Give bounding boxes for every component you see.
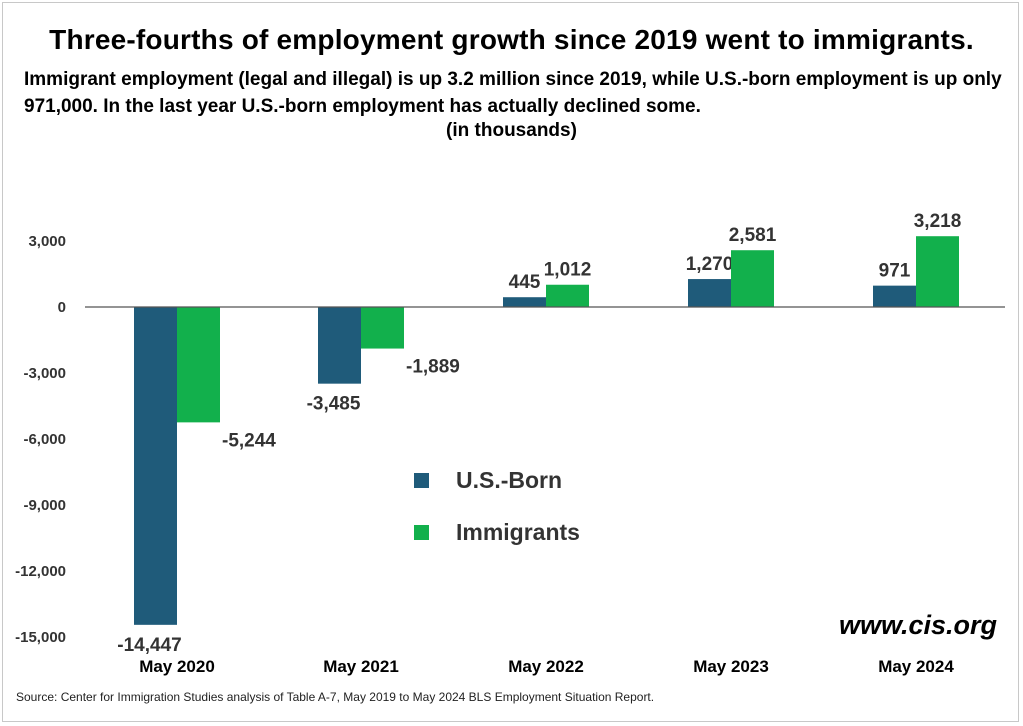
chart-title: Three-fourths of employment growth since… xyxy=(49,24,974,55)
bar-us-born xyxy=(873,285,916,307)
category-label: May 2020 xyxy=(139,657,215,676)
y-tick-label: -3,000 xyxy=(23,365,66,382)
y-tick-label: 0 xyxy=(58,299,66,316)
bar-us-born xyxy=(134,307,177,625)
legend-swatch-immigrants xyxy=(414,525,429,540)
source-note: Source: Center for Immigration Studies a… xyxy=(16,690,655,704)
category-label: May 2022 xyxy=(508,657,584,676)
watermark: www.cis.org xyxy=(838,610,997,640)
y-tick-label: -15,000 xyxy=(15,629,66,646)
data-label: -5,244 xyxy=(222,430,276,451)
bar-immigrants xyxy=(916,236,959,307)
data-label: -3,485 xyxy=(307,394,361,415)
chart-subtitle: Immigrant employment (legal and illegal)… xyxy=(24,69,1002,117)
bar-us-born xyxy=(688,279,731,307)
data-label: 445 xyxy=(509,272,541,293)
legend-label: Immigrants xyxy=(456,519,580,545)
y-tick-label: -6,000 xyxy=(23,431,66,448)
units-note: (in thousands) xyxy=(446,120,577,141)
data-label: 2,581 xyxy=(729,225,777,246)
bar-us-born xyxy=(503,297,546,307)
category-label: May 2021 xyxy=(323,657,399,676)
bar-us-born xyxy=(318,307,361,384)
data-label: 3,218 xyxy=(914,211,962,232)
y-tick-label: -12,000 xyxy=(15,563,66,580)
bar-immigrants xyxy=(546,284,589,307)
data-label: 1,012 xyxy=(544,260,592,281)
bar-immigrants xyxy=(361,307,404,349)
category-label: May 2023 xyxy=(693,657,769,676)
data-label: -1,889 xyxy=(406,357,460,378)
legend-label: U.S.-Born xyxy=(456,467,562,493)
data-label: 971 xyxy=(879,261,911,282)
category-label: May 2024 xyxy=(878,657,954,676)
y-tick-label: 3,000 xyxy=(28,233,66,250)
legend-swatch-us-born xyxy=(414,473,429,488)
bar-immigrants xyxy=(731,250,774,307)
data-label: -14,447 xyxy=(117,635,181,656)
data-label: 1,270 xyxy=(686,254,734,275)
y-tick-label: -9,000 xyxy=(23,497,66,514)
bar-immigrants xyxy=(177,307,220,423)
